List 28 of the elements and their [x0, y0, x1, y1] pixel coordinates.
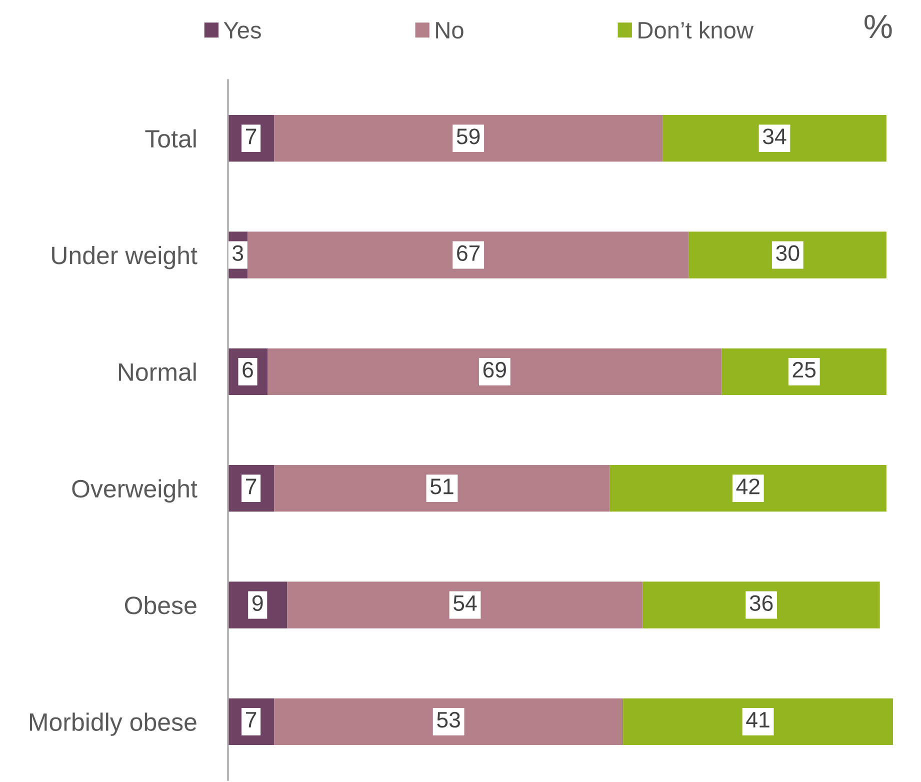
legend-label: Yes [224, 22, 261, 39]
data-label: 6 [242, 362, 253, 378]
data-label: 3 [232, 245, 244, 261]
data-label: 54 [454, 595, 477, 611]
y-tick-label: Obese [124, 596, 196, 614]
data-label: 7 [246, 478, 256, 494]
data-label: 36 [750, 595, 773, 611]
data-label: 67 [457, 245, 480, 261]
data-label: 25 [792, 362, 816, 378]
data-label: 34 [762, 128, 786, 144]
data-label: 42 [736, 478, 760, 494]
x-axis-title: % [864, 14, 892, 38]
y-tick-label: Overweight [72, 479, 198, 503]
legend-label: Don’t know [638, 21, 754, 39]
y-tick-label: Total [145, 129, 196, 148]
y-tick-label: Morbidly obese [30, 712, 196, 736]
data-label: 41 [746, 712, 770, 728]
legend-label: No [436, 22, 464, 39]
data-label: 30 [776, 245, 800, 261]
data-label: 51 [430, 478, 454, 494]
data-label: 69 [483, 362, 506, 378]
data-label: 53 [437, 712, 460, 728]
data-label: 59 [456, 128, 480, 144]
y-tick-label: Normal [118, 362, 196, 381]
data-label: 7 [246, 128, 256, 144]
y-tick-label: Under weight [52, 246, 198, 270]
data-label: 9 [252, 595, 263, 611]
data-label: 7 [246, 712, 256, 728]
